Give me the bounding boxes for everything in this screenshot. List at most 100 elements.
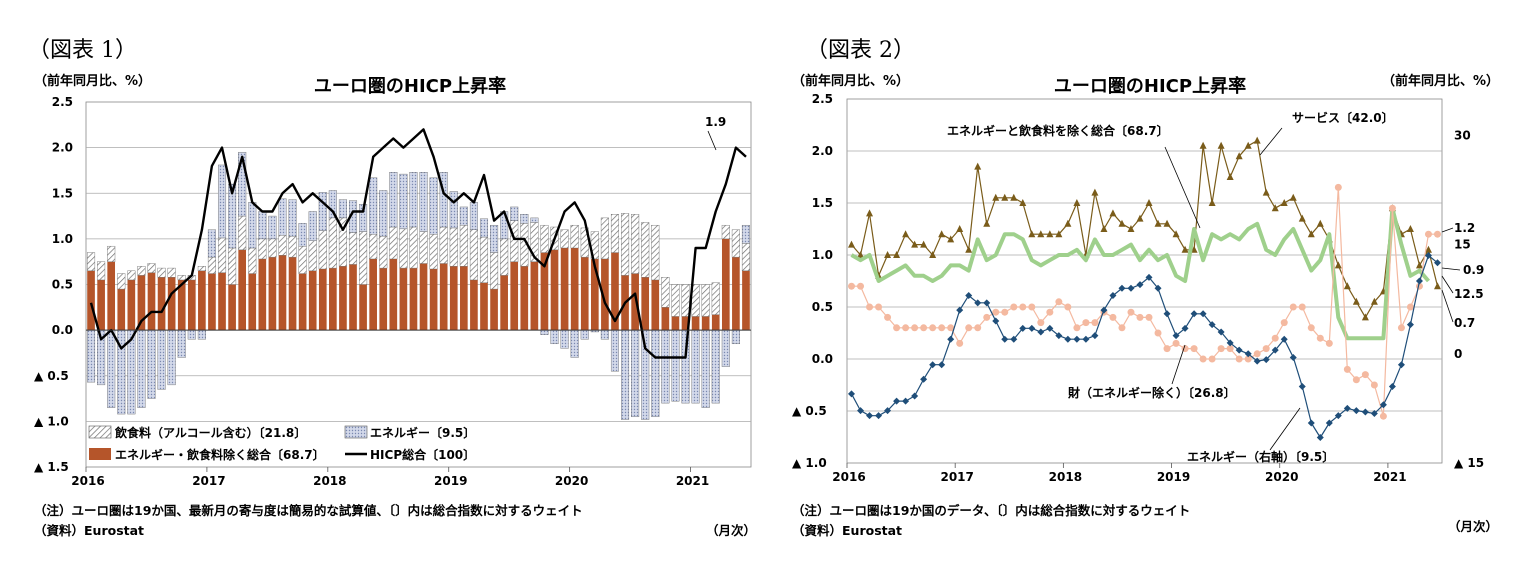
point-goods <box>902 324 910 332</box>
point-services <box>1424 245 1432 253</box>
bar-food <box>490 252 499 290</box>
bar-energy <box>540 329 549 335</box>
point-goods <box>1199 355 1207 363</box>
bar-food <box>439 226 448 264</box>
bar-core <box>540 252 549 331</box>
chart-title: ユーロ圏のHICP上昇率 <box>1053 76 1247 97</box>
point-goods <box>1055 298 1063 306</box>
point-energy <box>1244 350 1252 358</box>
bar-food <box>731 229 740 258</box>
bar-food <box>308 240 317 272</box>
bar-core <box>631 273 639 331</box>
bar-food <box>711 282 720 315</box>
bar-core <box>187 279 196 331</box>
latest-value-label: 1.9 <box>705 115 726 129</box>
point-energy <box>965 292 973 300</box>
point-energy <box>1298 383 1306 391</box>
bar-food <box>157 267 166 278</box>
bar-core <box>550 249 559 331</box>
bar-food <box>288 235 297 258</box>
line-energy <box>850 254 1438 439</box>
point-energy <box>1361 408 1369 416</box>
point-services <box>1136 214 1144 222</box>
point-services <box>1433 282 1441 290</box>
bar-energy <box>429 177 438 235</box>
point-services <box>1145 199 1153 206</box>
point-services <box>1109 209 1117 217</box>
bar-energy <box>228 183 237 249</box>
point-goods <box>1145 313 1153 321</box>
bar-core <box>742 270 750 331</box>
point-goods <box>1343 365 1351 373</box>
legend-label-core: エネルギー・飲食料除く総合〔68.7〕 <box>115 447 325 462</box>
bar-food <box>298 245 307 274</box>
point-services <box>884 251 892 258</box>
y2-tick-label: 15 <box>1454 238 1471 252</box>
point-services <box>848 240 856 248</box>
bar-energy <box>600 329 609 340</box>
bar-energy <box>580 329 589 340</box>
point-goods <box>1352 376 1360 384</box>
bar-food <box>409 226 418 269</box>
bar-food <box>419 231 428 264</box>
point-energy <box>929 361 937 369</box>
y-tick-label: 2.0 <box>52 141 73 155</box>
legend-label-food: 飲食料（アルコール含む）〔21.8〕 <box>114 425 306 440</box>
y-tick-label: 0.0 <box>812 352 833 366</box>
point-energy <box>1109 292 1117 300</box>
bar-energy <box>711 329 720 404</box>
y-tick-label: 1.0 <box>812 248 833 262</box>
footnote: （注）ユーロ圏は19か国、最新月の寄与度は簡易的な試算値、〔〕内は総合指数に対す… <box>34 503 583 518</box>
x-tick-label: 2020 <box>555 474 588 488</box>
y-tick-label: 0.5 <box>52 278 73 292</box>
bar-food <box>228 247 237 285</box>
bar-food <box>248 247 257 274</box>
point-goods <box>875 303 883 311</box>
point-energy <box>1280 335 1288 343</box>
point-goods <box>1424 230 1432 238</box>
bar-food <box>631 214 640 274</box>
bar-core <box>419 263 428 331</box>
bar-food <box>238 215 247 251</box>
bar-core <box>137 275 146 331</box>
bar-food <box>681 284 690 317</box>
end-value-energy: 12.5 <box>1454 287 1484 301</box>
bar-core <box>177 279 186 331</box>
point-energy <box>920 375 928 383</box>
bar-core <box>107 261 116 331</box>
point-goods <box>1388 204 1396 212</box>
bar-core <box>439 263 448 331</box>
point-services <box>857 251 865 258</box>
annotation-goods: 財（エネルギー除く）〔26.8〕 <box>1067 385 1236 400</box>
bar-core <box>147 272 156 331</box>
point-services <box>893 251 901 258</box>
bar-core <box>590 258 599 331</box>
bar-food <box>469 229 478 281</box>
bar-energy <box>197 329 206 340</box>
x-tick-label: 2018 <box>313 474 346 488</box>
point-services <box>1163 219 1171 227</box>
point-goods <box>1109 313 1117 321</box>
annotation-core-leader <box>1164 146 1201 229</box>
point-services <box>911 240 919 248</box>
point-services <box>1100 225 1108 232</box>
bar-energy <box>560 329 569 349</box>
point-goods <box>920 324 928 332</box>
bar-core <box>530 261 539 331</box>
point-goods <box>1082 319 1090 327</box>
x-tick-label: 2016 <box>832 470 865 484</box>
bar-core <box>218 272 226 331</box>
bar-core <box>409 268 418 331</box>
point-goods <box>1046 308 1054 316</box>
x-tick-label: 2021 <box>676 474 709 488</box>
bar-energy <box>298 223 307 247</box>
point-services <box>1019 199 1027 206</box>
bar-core <box>399 268 408 331</box>
point-energy <box>1208 321 1216 329</box>
point-goods <box>983 313 991 321</box>
bar-core <box>379 268 388 331</box>
point-goods <box>947 324 955 332</box>
point-goods <box>911 324 919 332</box>
point-services <box>947 235 955 243</box>
point-energy <box>1307 419 1315 427</box>
